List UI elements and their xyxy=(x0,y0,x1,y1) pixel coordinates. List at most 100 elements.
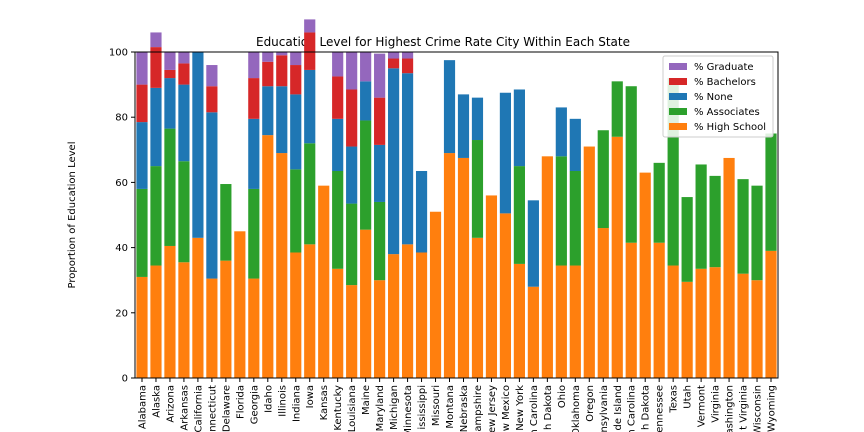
x-tick-label: Wyoming xyxy=(767,385,778,432)
x-tick-label: Maine xyxy=(361,385,372,415)
legend-label: % High School xyxy=(694,122,766,133)
y-tick-label: 60 xyxy=(115,178,128,189)
y-axis-label: Proportion of Education Level xyxy=(67,142,78,289)
bar-segment xyxy=(164,128,176,246)
x-tick-label: Florida xyxy=(235,385,246,419)
bar-segment xyxy=(290,169,302,253)
bar-segment xyxy=(136,122,148,189)
bar-segment xyxy=(415,170,428,253)
x-tick-label: de Island xyxy=(613,385,624,430)
bar-segment xyxy=(751,280,763,378)
x-tick-label: Maryland xyxy=(375,385,386,431)
bar-segment xyxy=(388,254,400,378)
bar-segment xyxy=(276,86,288,154)
bar-segment xyxy=(555,107,567,157)
legend-swatch xyxy=(669,123,687,130)
bar-segment xyxy=(136,52,148,85)
bar-segment xyxy=(346,285,358,378)
bar-segment xyxy=(374,144,386,202)
y-axis: 0 20 40 60 80 100 xyxy=(109,48,135,385)
x-tick-label: Kentucky xyxy=(333,385,344,431)
bar-segment xyxy=(332,268,344,378)
bar-segment xyxy=(695,268,707,378)
legend-label: % None xyxy=(694,92,733,103)
bar-segment xyxy=(304,69,316,144)
bar-segment xyxy=(346,146,358,204)
bar-segment xyxy=(276,55,288,87)
x-tick-label: Michigan xyxy=(389,385,400,430)
x-tick-label: Alabama xyxy=(137,385,148,429)
x-tick-label: Wisconsin xyxy=(753,385,764,432)
bar-segment xyxy=(178,161,190,263)
bar-segment xyxy=(443,60,456,154)
bar-segment xyxy=(220,184,232,261)
bar-segment xyxy=(388,58,400,69)
bar-segment xyxy=(569,170,581,266)
bar-segment xyxy=(290,65,302,95)
bar-segment xyxy=(136,84,148,123)
bar-segment xyxy=(206,112,218,279)
legend-label: % Associates xyxy=(694,107,760,118)
x-tick-label: Ohio xyxy=(557,385,568,408)
bar-segment xyxy=(346,52,358,90)
bar-segment xyxy=(248,78,260,119)
bar-segment xyxy=(471,237,484,378)
y-tick-label: 40 xyxy=(115,243,128,254)
x-tick-label: Kansas xyxy=(319,385,330,420)
bar-segment xyxy=(234,231,246,378)
x-tick-label: Georgia xyxy=(249,385,260,424)
bar-segment xyxy=(401,244,414,378)
bar-segment xyxy=(429,211,442,378)
bar-segment xyxy=(639,172,651,378)
bar-segment xyxy=(625,242,637,378)
x-tick-label: Vermont xyxy=(697,385,708,427)
x-tick-label: Arizona xyxy=(165,385,176,423)
bar-segment xyxy=(597,130,609,229)
bar-segment xyxy=(304,19,316,33)
bar-segment xyxy=(248,52,260,79)
x-tick-label: Iowa xyxy=(305,385,316,408)
bar-segment xyxy=(262,86,274,136)
bar-segment xyxy=(723,157,735,378)
bar-segment xyxy=(765,133,777,251)
bar-segment xyxy=(401,58,414,74)
bar-segment xyxy=(304,32,316,70)
x-tick-label: ampshire xyxy=(473,385,484,432)
legend-swatch xyxy=(669,78,687,85)
bar-segment xyxy=(262,135,274,378)
bar-segment xyxy=(192,237,204,378)
bar-segment xyxy=(136,188,148,277)
bar-segment xyxy=(457,157,470,378)
bar-segment xyxy=(150,47,162,88)
bar-segment xyxy=(220,260,232,378)
plot-frame xyxy=(134,51,779,379)
bar-segment xyxy=(164,78,176,129)
bar-segment xyxy=(150,265,162,378)
bar-segment xyxy=(360,52,372,82)
bar-segment xyxy=(541,156,553,378)
bar-segment xyxy=(513,166,525,264)
bar-segment xyxy=(248,118,260,189)
bar-segment xyxy=(318,185,330,378)
bar-segment xyxy=(653,162,665,243)
bar-segment xyxy=(415,252,428,378)
bar-segment xyxy=(443,153,456,378)
x-tick-label: Indiana xyxy=(291,385,302,422)
bar-segment xyxy=(457,94,470,158)
bar-segment xyxy=(150,166,162,266)
bar-segment xyxy=(360,120,372,230)
bar-segment xyxy=(751,185,763,281)
bar-segment xyxy=(360,81,372,121)
bar-segment xyxy=(681,281,693,378)
x-tick-label: Montana xyxy=(445,385,456,429)
bar-segment xyxy=(304,143,316,245)
bar-segment xyxy=(346,89,358,147)
bar-segment xyxy=(401,73,414,245)
bar-segment xyxy=(611,81,623,137)
bar-segment xyxy=(374,53,386,98)
bar-segment xyxy=(388,68,400,255)
bar-segment xyxy=(206,65,218,87)
bar-segment xyxy=(374,280,386,378)
bar-segment xyxy=(192,52,204,238)
bar-segment xyxy=(262,61,274,87)
